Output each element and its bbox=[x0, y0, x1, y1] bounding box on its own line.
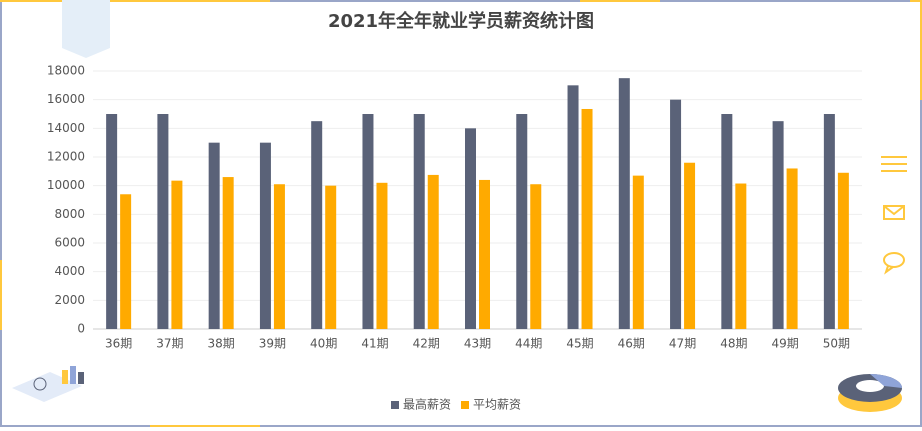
bar bbox=[684, 162, 696, 329]
x-tick-label: 41期 bbox=[361, 337, 388, 351]
y-tick-label: 4000 bbox=[54, 264, 85, 278]
x-tick-label: 44期 bbox=[515, 337, 542, 351]
ribbon bbox=[62, 0, 110, 58]
x-tick-label: 36期 bbox=[105, 337, 132, 351]
x-tick-label: 40期 bbox=[310, 337, 337, 351]
mail-icon[interactable] bbox=[883, 205, 905, 220]
bar bbox=[413, 114, 425, 329]
bar bbox=[530, 184, 542, 329]
y-tick-label: 8000 bbox=[54, 207, 85, 221]
bar bbox=[311, 121, 323, 330]
frame-accent bbox=[910, 0, 922, 100]
bar bbox=[581, 108, 593, 329]
x-tick-label: 49期 bbox=[771, 337, 798, 351]
bar bbox=[479, 179, 490, 329]
x-tick-label: 45期 bbox=[566, 337, 593, 351]
x-tick-label: 43期 bbox=[464, 337, 491, 351]
bar bbox=[567, 85, 579, 329]
x-tick-label: 48期 bbox=[720, 337, 747, 351]
legend-swatch bbox=[461, 401, 469, 409]
side-icons bbox=[881, 156, 907, 275]
y-tick-label: 12000 bbox=[47, 150, 85, 164]
y-tick-label: 18000 bbox=[47, 64, 85, 78]
legend-label: 平均薪资 bbox=[473, 398, 521, 412]
y-tick-label: 6000 bbox=[54, 236, 85, 250]
x-tick-label: 39期 bbox=[259, 337, 286, 351]
bar bbox=[106, 114, 118, 329]
y-tick-label: 16000 bbox=[47, 92, 85, 106]
bar bbox=[465, 128, 476, 329]
x-tick-label: 38期 bbox=[208, 337, 235, 351]
bar bbox=[222, 177, 234, 329]
x-tick-label: 46期 bbox=[618, 337, 645, 351]
x-tick-label: 37期 bbox=[156, 337, 183, 351]
y-tick-label: 10000 bbox=[47, 178, 85, 192]
bar bbox=[208, 142, 220, 329]
bar bbox=[427, 174, 439, 329]
chart-title: 2021年全年就业学员薪资统计图 bbox=[328, 10, 594, 32]
bar bbox=[823, 114, 835, 329]
y-tick-label: 0 bbox=[77, 322, 85, 336]
bar bbox=[735, 183, 747, 329]
bar bbox=[632, 175, 644, 329]
bar bbox=[772, 121, 784, 330]
bar bbox=[259, 142, 271, 329]
x-tick-label: 50期 bbox=[823, 337, 850, 351]
bar bbox=[721, 114, 733, 329]
bar bbox=[120, 194, 132, 329]
bar bbox=[618, 78, 630, 330]
decoration-right bbox=[838, 374, 902, 412]
x-tick-label: 42期 bbox=[413, 337, 440, 351]
bar bbox=[325, 185, 337, 329]
chat-icon[interactable] bbox=[883, 252, 905, 275]
y-tick-label: 14000 bbox=[47, 121, 85, 135]
y-tick-label: 2000 bbox=[54, 293, 85, 307]
bar bbox=[273, 184, 285, 329]
decoration-left bbox=[12, 366, 84, 402]
bar bbox=[362, 114, 374, 329]
x-tick-label: 47期 bbox=[669, 337, 696, 351]
bar bbox=[670, 99, 682, 330]
bar bbox=[786, 168, 798, 329]
bar bbox=[837, 172, 849, 329]
bar bbox=[157, 114, 169, 329]
bar bbox=[171, 180, 183, 329]
bar bbox=[376, 182, 388, 329]
legend-label: 最高薪资 bbox=[403, 397, 451, 412]
bar bbox=[516, 114, 528, 329]
menu-icon[interactable] bbox=[881, 156, 907, 172]
legend-swatch bbox=[391, 401, 399, 409]
